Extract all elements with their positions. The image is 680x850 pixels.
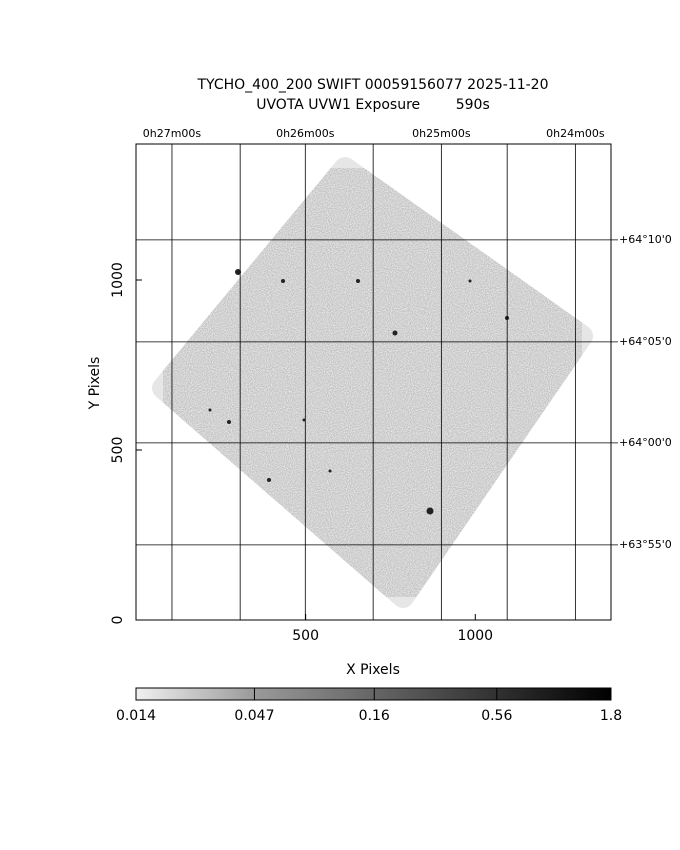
x-axis-label: X Pixels xyxy=(346,662,400,678)
colorbar xyxy=(135,687,612,701)
colorbar-tick-label: 0.047 xyxy=(234,708,274,724)
chart-subtitle: UVOTA UVW1 Exposure 590s xyxy=(256,97,490,113)
y-axis-label: Y Pixels xyxy=(87,357,103,411)
x2-tick-label: 0h26m00s xyxy=(276,127,335,140)
y-tick-label: 0 xyxy=(110,616,126,625)
colorbar-tick-label: 0.56 xyxy=(481,708,512,724)
sources xyxy=(208,269,509,515)
x2-tick-label: 0h27m00s xyxy=(143,127,202,140)
x-tick-label: 1000 xyxy=(457,628,493,644)
y-tick-label: 1000 xyxy=(110,262,126,298)
x2-tick-label: 0h25m00s xyxy=(412,127,471,140)
colorbar-tick-label: 1.8 xyxy=(600,708,622,724)
y-tick-label: 500 xyxy=(110,437,126,464)
y2-tick-label: +63°55'0 xyxy=(619,538,672,551)
y2-tick-label: +64°05'0 xyxy=(619,335,672,348)
exposure-image xyxy=(152,157,593,608)
y2-tick-label: +64°00'0 xyxy=(619,436,672,449)
colorbar-tick-label: 0.014 xyxy=(116,708,156,724)
footprint-noise xyxy=(152,157,593,608)
x-tick-label: 500 xyxy=(292,628,319,644)
colorbar-tick-label: 0.16 xyxy=(359,708,390,724)
y2-tick-label: +64°10'0 xyxy=(619,233,672,246)
x2-tick-label: 0h24m00s xyxy=(546,127,605,140)
chart-title: TYCHO_400_200 SWIFT 00059156077 2025-11-… xyxy=(196,77,548,93)
